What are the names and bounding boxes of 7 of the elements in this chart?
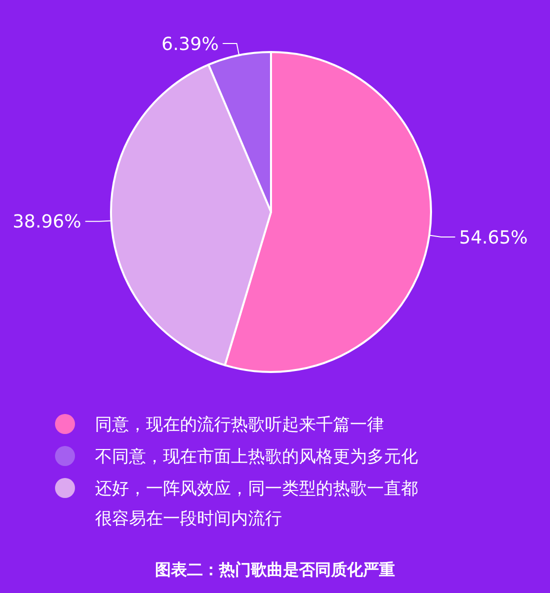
legend-label: 不同意，现在市面上热歌的风格更为多元化 [95,446,418,467]
data-label: 6.39% [162,34,219,55]
data-label: 54.65% [459,227,528,248]
data-label: 38.96% [12,212,82,233]
text: 图表二：热门歌曲是否同质化严重 [155,560,395,579]
legend-label: 还好，一阵风效应，同一类型的热歌一直都很容易在一段时间内流行 [95,478,418,529]
legend-label: 同意，现在的流行热歌听起来千篇一律 [95,414,384,435]
